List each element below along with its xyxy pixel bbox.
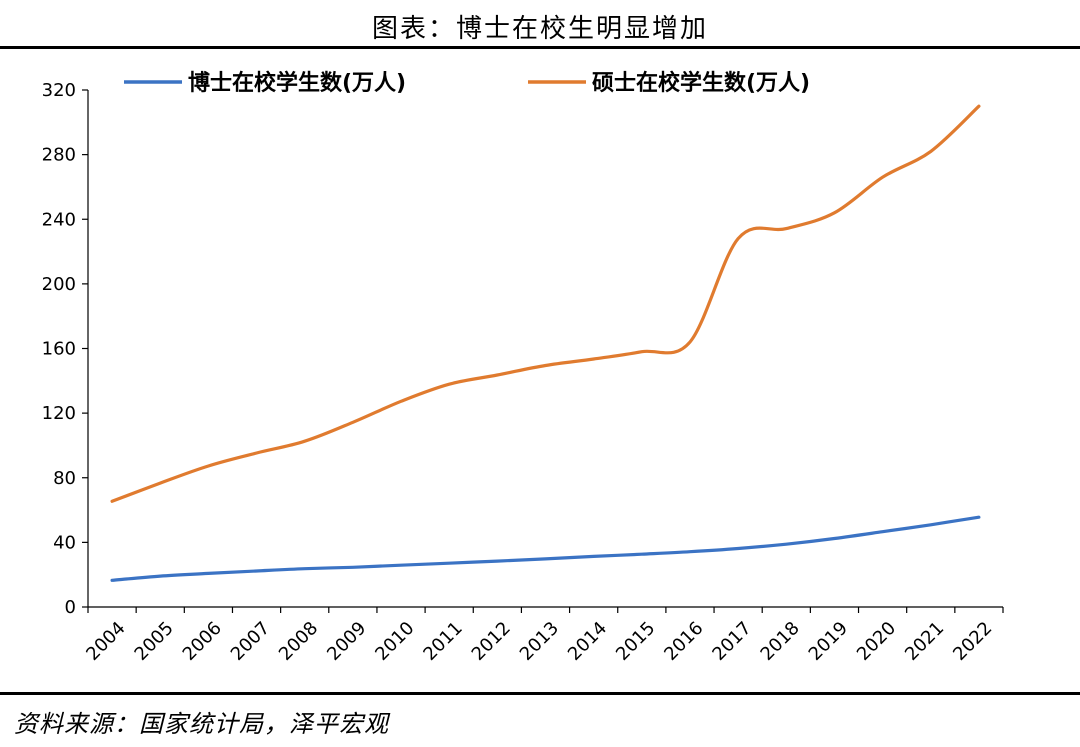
chart-title: 图表：博士在校生明显增加 <box>371 14 708 44</box>
axes <box>87 90 1003 608</box>
x-tick-label: 2015 <box>612 618 659 665</box>
y-tick-label: 160 <box>42 339 76 360</box>
x-axis-ticks: 2004 2005 2006 2007 2008 2009 2010 2011 2012 2013… <box>82 607 1004 665</box>
line-chart: 博士在校学生数(万人) 硕士在校学生数(万人) 0 40 80 120 160 200 240… <box>42 70 1004 665</box>
x-tick-label: 2016 <box>660 618 707 665</box>
source-note: 资料来源：国家统计局，泽平宏观 <box>14 710 389 738</box>
x-tick-label: 2005 <box>131 618 178 665</box>
x-tick-label: 2008 <box>275 618 322 665</box>
title-divider <box>0 46 1080 49</box>
source-divider <box>0 692 1080 695</box>
legend-label: 博士在校学生数(万人) <box>188 70 406 96</box>
x-tick-label: 2007 <box>227 618 274 665</box>
y-axis-ticks: 0 40 80 120 160 200 240 280 320 <box>42 80 88 618</box>
x-tick-label: 2021 <box>901 618 948 665</box>
x-tick-label: 2006 <box>179 618 226 665</box>
x-tick-label: 2011 <box>419 618 466 665</box>
x-tick-label: 2017 <box>708 618 755 665</box>
series-line-master <box>110 104 981 503</box>
y-tick-label: 120 <box>42 403 76 424</box>
x-tick-label: 2013 <box>516 618 563 665</box>
x-tick-label: 2004 <box>82 618 129 665</box>
y-tick-label: 200 <box>42 274 76 295</box>
y-tick-label: 0 <box>65 597 76 618</box>
y-tick-label: 80 <box>53 468 76 489</box>
x-tick-label: 2022 <box>949 618 996 665</box>
y-tick-label: 280 <box>42 145 76 166</box>
x-tick-label: 2012 <box>468 618 515 665</box>
x-tick-label: 2014 <box>564 618 611 665</box>
series-lines <box>110 104 981 582</box>
y-tick-label: 320 <box>42 80 76 101</box>
x-tick-label: 2018 <box>757 618 804 665</box>
y-tick-label: 240 <box>42 209 76 230</box>
legend-label: 硕士在校学生数(万人) <box>592 70 810 96</box>
x-tick-label: 2019 <box>805 618 852 665</box>
legend: 博士在校学生数(万人) 硕士在校学生数(万人) <box>124 70 810 96</box>
x-tick-label: 2009 <box>323 618 370 665</box>
series-line-phd <box>110 515 981 582</box>
y-tick-label: 40 <box>53 532 76 553</box>
x-tick-label: 2020 <box>853 618 900 665</box>
x-tick-label: 2010 <box>371 618 418 665</box>
